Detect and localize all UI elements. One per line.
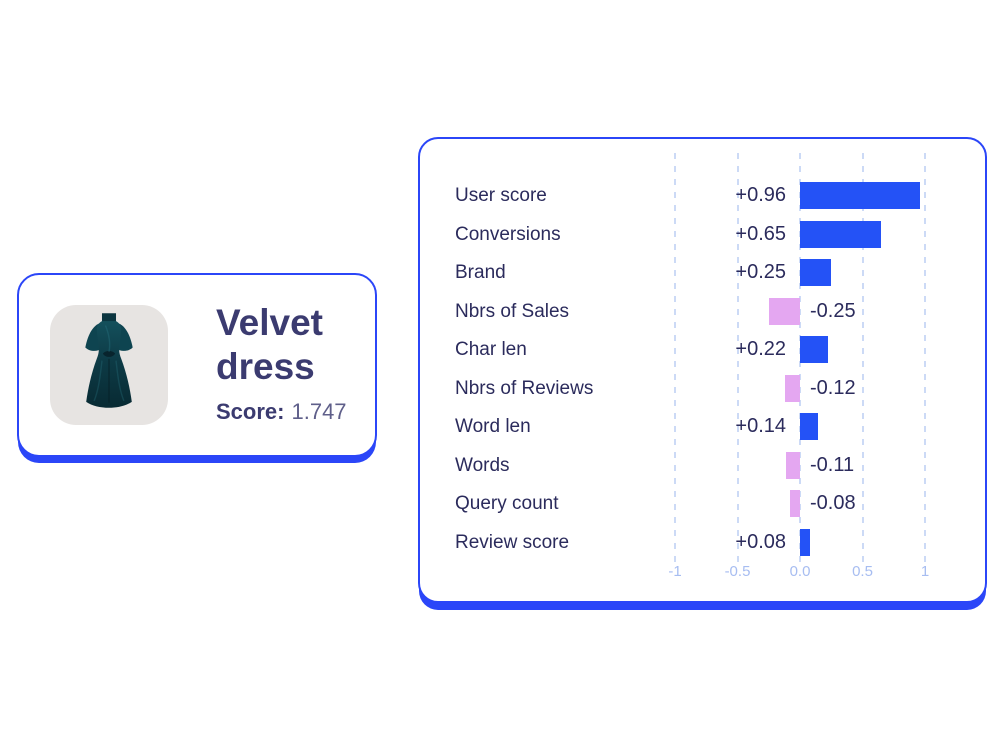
x-tick-label: 0.5 [852, 563, 873, 580]
feature-label: Conversions [455, 223, 561, 245]
product-info: Velvet dress Score: 1.747 [216, 301, 366, 425]
feature-bar [800, 259, 832, 286]
feature-bar [800, 413, 818, 440]
x-tick-label: 0.0 [789, 563, 811, 580]
gridline-0.5 [861, 153, 864, 568]
feature-value: -0.12 [810, 376, 856, 399]
feature-label: Brand [455, 262, 506, 283]
feature-bar [785, 374, 800, 402]
x-tick-label: 1 [920, 563, 930, 580]
feature-importance-panel: -1 -0.5 0.0 0.5 1 User score +0.96 Conversions +… [418, 137, 987, 603]
feature-value: -0.25 [810, 299, 856, 322]
feature-label: Nbrs of Reviews [455, 377, 594, 399]
gridline--1 [674, 153, 676, 568]
product-score: Score: 1.747 [216, 399, 366, 425]
dress-collar [101, 313, 117, 323]
feature-value: +0.96 [735, 184, 786, 206]
feature-label: Words [455, 454, 510, 476]
gridline--0.5 [736, 153, 739, 568]
feature-bar [800, 528, 810, 556]
feature-bar [768, 297, 800, 325]
chart-plot: -1 -0.5 0.0 0.5 1 User score +0.96 Conversions +… [420, 139, 985, 601]
feature-label: User score [455, 185, 547, 206]
feature-value: +0.22 [735, 338, 786, 360]
feature-bar [800, 220, 882, 248]
feature-bar [790, 490, 800, 517]
feature-value: +0.14 [735, 415, 786, 437]
x-tick-label: -1 [668, 563, 682, 580]
feature-label: Word len [455, 416, 531, 437]
product-image-tile [50, 305, 168, 425]
feature-value: +0.65 [735, 222, 786, 245]
score-label: Score: [216, 399, 285, 425]
feature-label: Review score [455, 531, 570, 553]
feature-bar [800, 336, 828, 363]
feature-value: -0.08 [810, 492, 856, 514]
feature-bar [786, 451, 800, 479]
product-title: Velvet dress [216, 302, 323, 387]
feature-label: Char len [455, 339, 527, 360]
score-value: 1.747 [291, 399, 347, 425]
feature-bar [800, 182, 920, 209]
feature-value: +0.08 [735, 530, 786, 553]
feature-value: -0.11 [810, 453, 855, 476]
feature-value: +0.25 [735, 261, 786, 283]
x-tick-label: -0.5 [724, 563, 751, 580]
feature-label: Nbrs of Sales [455, 300, 570, 322]
velvet-dress-image [85, 313, 133, 408]
feature-label: Query count [455, 493, 559, 514]
product-card: Velvet dress Score: 1.747 [17, 273, 377, 457]
gridline-1 [924, 153, 926, 568]
